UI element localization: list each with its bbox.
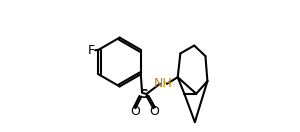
Text: O: O (130, 105, 140, 118)
Text: O: O (149, 105, 159, 118)
Text: F: F (88, 44, 95, 57)
Text: S: S (140, 88, 148, 101)
Text: NH: NH (154, 77, 172, 90)
